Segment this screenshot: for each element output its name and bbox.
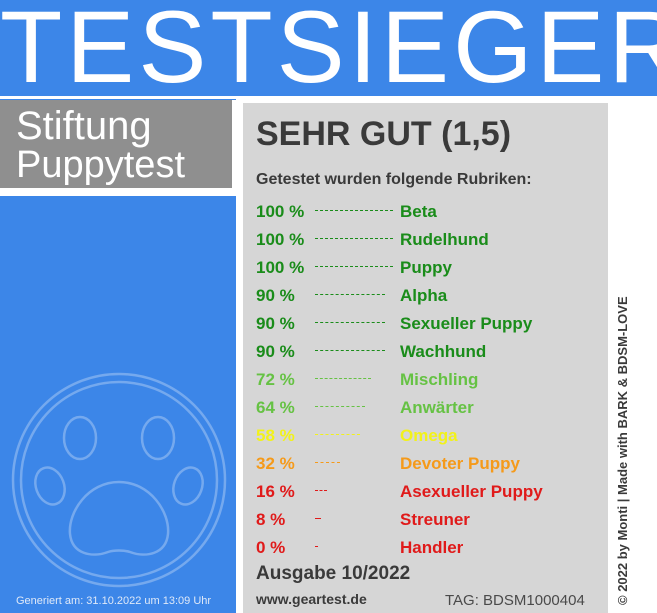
- category-percent: 72 %: [256, 370, 295, 389]
- category-label: Wachhund: [400, 342, 487, 361]
- category-dash-bar: [315, 378, 371, 379]
- category-label: Handler: [400, 538, 464, 557]
- category-percent: 16 %: [256, 482, 295, 501]
- brand-name-line2: Puppytest: [16, 144, 185, 186]
- category-row: 8 % Streuner: [256, 506, 601, 534]
- brand-name-line1: Stiftung: [16, 104, 152, 148]
- category-label: Asexueller Puppy: [400, 482, 543, 501]
- category-dash-bar: [315, 210, 393, 211]
- category-percent: 64 %: [256, 398, 295, 417]
- category-row: 100 % Puppy: [256, 254, 601, 282]
- category-label: Mischling: [400, 370, 479, 389]
- category-row: 0 % Handler: [256, 534, 601, 562]
- category-label: Beta: [400, 202, 437, 221]
- category-label: Sexueller Puppy: [400, 314, 533, 333]
- category-label: Omega: [400, 426, 458, 445]
- category-list: 100 % Beta 100 % Rudelhund 100 % Puppy 90 % Alp…: [256, 198, 601, 562]
- generated-timestamp: Generiert am: 31.10.2022 um 13:09 Uhr: [16, 595, 212, 607]
- result-panel: [243, 103, 608, 613]
- copyright-vertical: © 2022 by Monti | Made with BARK & BDSM-…: [615, 296, 630, 605]
- category-percent: 8 %: [256, 510, 286, 529]
- paw-icon: [11, 372, 227, 588]
- category-dash-bar: [315, 490, 327, 491]
- top-banner: TESTSIEGER: [0, 0, 657, 102]
- issue-label: Ausgabe 10/2022: [256, 563, 411, 584]
- category-dash-bar: [315, 518, 321, 519]
- category-percent: 90 %: [256, 314, 295, 333]
- website-label: www.geartest.de: [256, 591, 367, 607]
- category-row: 16 % Asexueller Puppy: [256, 478, 601, 506]
- category-percent: 100 %: [256, 258, 305, 277]
- category-percent: 32 %: [256, 454, 295, 473]
- category-percent: 100 %: [256, 230, 305, 249]
- tag-label: TAG: BDSM1000404: [445, 592, 585, 609]
- category-label: Puppy: [400, 258, 452, 277]
- category-row: 32 % Devoter Puppy: [256, 450, 601, 478]
- category-dash-bar: [315, 322, 385, 323]
- category-label: Anwärter: [400, 398, 474, 417]
- category-dash-bar: [315, 266, 393, 267]
- category-dash-bar: [315, 462, 340, 463]
- category-row: 90 % Sexueller Puppy: [256, 310, 601, 338]
- category-row: 90 % Wachhund: [256, 338, 601, 366]
- categories-subtitle: Getestet wurden folgende Rubriken:: [256, 171, 532, 188]
- category-row: 100 % Rudelhund: [256, 226, 601, 254]
- category-percent: 90 %: [256, 286, 295, 305]
- category-label: Streuner: [400, 510, 470, 529]
- category-row: 90 % Alpha: [256, 282, 601, 310]
- category-row: 100 % Beta: [256, 198, 601, 226]
- banner-title: TESTSIEGER: [0, 0, 657, 104]
- category-dash-bar: [315, 238, 393, 239]
- category-row: 64 % Anwärter: [256, 394, 601, 422]
- grade-heading: SEHR GUT (1,5): [256, 115, 512, 153]
- category-dash-bar: [315, 546, 318, 547]
- category-label: Devoter Puppy: [400, 454, 520, 473]
- category-row: 58 % Omega: [256, 422, 601, 450]
- category-dash-bar: [315, 434, 360, 435]
- category-dash-bar: [315, 350, 385, 351]
- category-row: 72 % Mischling: [256, 366, 601, 394]
- category-dash-bar: [315, 294, 385, 295]
- brand-box: Stiftung Puppytest: [0, 100, 236, 196]
- category-label: Rudelhund: [400, 230, 489, 249]
- category-dash-bar: [315, 406, 365, 407]
- category-percent: 0 %: [256, 538, 286, 557]
- category-percent: 58 %: [256, 426, 295, 445]
- category-percent: 90 %: [256, 342, 295, 361]
- category-percent: 100 %: [256, 202, 305, 221]
- category-label: Alpha: [400, 286, 448, 305]
